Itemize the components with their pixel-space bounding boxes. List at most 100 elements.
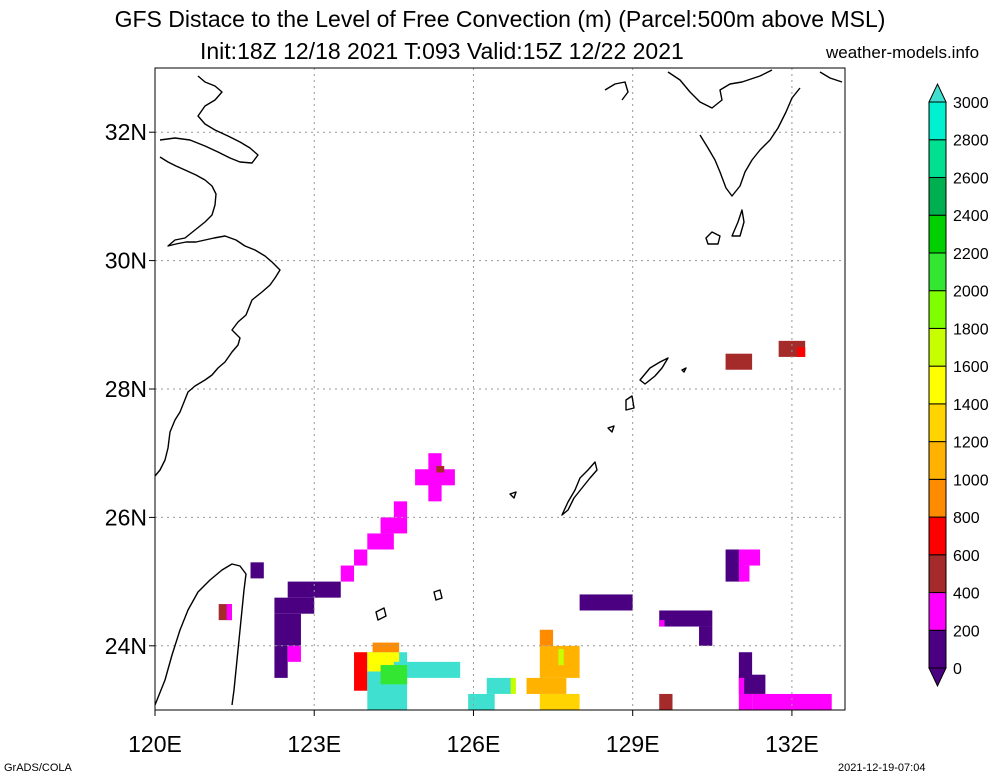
field-cell [354,652,368,691]
coast-small-islands [509,395,635,499]
colorbar-level-label: 3000 [953,95,989,112]
colorbar-level-label: 400 [953,586,980,603]
lat-tick-label: 32N [105,119,147,145]
lon-tick-label: 129E [606,731,660,757]
field-cell [699,626,713,646]
field-cell [274,645,288,678]
field-cell [287,645,301,662]
colorbar-level-label: 2000 [953,284,989,301]
colorbar-swatch [928,101,947,141]
colorbar-level-label: 800 [953,510,980,527]
colorbar-extend-max [928,82,947,103]
field-cell [287,581,328,598]
colorbar-swatch [928,365,947,405]
lat-tick-label: 28N [105,376,147,402]
colorbar-swatch [928,252,947,292]
lon-tick-label: 123E [287,731,341,757]
field-cell [797,347,806,357]
field-cell [725,353,753,370]
field-cell [367,533,394,550]
colorbar-level-label: 1800 [953,321,989,338]
chart-title: GFS Distace to the Level of Free Convect… [114,6,886,32]
colorbar-swatch [928,441,947,480]
colorbar-swatch [928,176,947,216]
field-cell [659,620,665,627]
colorbar-swatch [928,554,947,594]
field-cell [226,604,232,621]
colorbar-level-label: 1600 [953,359,989,376]
lon-tick-label: 120E [128,731,182,757]
field-cell [468,693,495,710]
colorbar-level-label: 2600 [953,170,989,187]
field-cell [539,629,554,646]
field-cell [738,549,761,566]
footer-timestamp: 2021-12-19-07:04 [838,762,926,774]
coastlines [154,69,843,706]
coast-china [154,156,281,477]
coast-okinawa [561,461,598,516]
chart-subtitle: Init:18Z 12/18 2021 T:093 Valid:15Z 12/2… [200,38,684,64]
grid-lines [154,68,845,710]
field-cell [380,665,408,685]
site-credit: weather-models.info [826,43,980,62]
coast-tanegashima [705,209,745,245]
field-cell [738,565,750,582]
colorbar-swatch [928,403,947,443]
field-cell [659,693,673,710]
coast-japan-kyushu [604,69,843,197]
field-cell [393,501,408,518]
footer-software: GrADS/COLA [4,762,72,774]
field-cell [372,642,400,653]
field-cell [738,677,745,694]
colorbar-swatch [928,478,947,518]
colorbar-swatch [928,629,947,669]
field-cell [250,562,264,579]
field-cell [393,661,461,678]
colorbar-level-label: 2800 [953,133,989,150]
coast-taiwan [154,563,247,706]
field-cell [738,674,766,694]
coast-yaeyama [375,589,443,621]
colorbar-level-label: 1200 [953,435,989,452]
field-cell [428,453,442,502]
colorbar-swatch [928,327,947,367]
colorbar: 0 200 400 600 800 1000 1200 1400 1600 1800 2000 220… [928,82,989,688]
field-cell [738,693,753,710]
colorbar-level-label: 1400 [953,397,989,414]
lat-tick-label: 26N [105,504,147,530]
colorbar-level-label: 200 [953,623,980,640]
field-cell [539,693,580,710]
colorbar-swatch [928,290,947,329]
field-cell [659,610,713,627]
field-cell [340,565,355,582]
lon-tick-label: 132E [765,731,819,757]
field-cell [558,649,564,666]
field-cell [579,594,633,611]
colorbar-level-label: 2200 [953,246,989,263]
coast-yangtze [159,75,259,164]
field-cell [436,466,445,473]
field-cell [274,597,315,614]
colorbar-level-label: 600 [953,548,980,565]
field-cell [526,677,567,694]
field-cell [738,652,753,678]
field-cell [327,581,341,598]
colorbar-swatch [928,139,947,178]
lat-tick-label: 30N [105,248,147,274]
lon-tick-label: 126E [447,731,501,757]
colorbar-level-label: 2400 [953,208,989,225]
field-cell [380,517,408,534]
axis-labels: 120E 123E 126E 129E 132E 24N 26N 28N 30N 32N [105,119,819,757]
colorbar-swatch [928,592,947,631]
field-cell [354,549,368,566]
field-layer [218,340,832,710]
field-cell [274,613,301,646]
colorbar-level-label: 1000 [953,472,989,489]
field-cell [752,693,832,710]
colorbar-level-label: 0 [953,661,962,678]
lat-tick-label: 24N [105,633,147,659]
colorbar-swatch [928,516,947,556]
colorbar-extend-min [928,667,947,688]
coast-amami [639,357,687,385]
